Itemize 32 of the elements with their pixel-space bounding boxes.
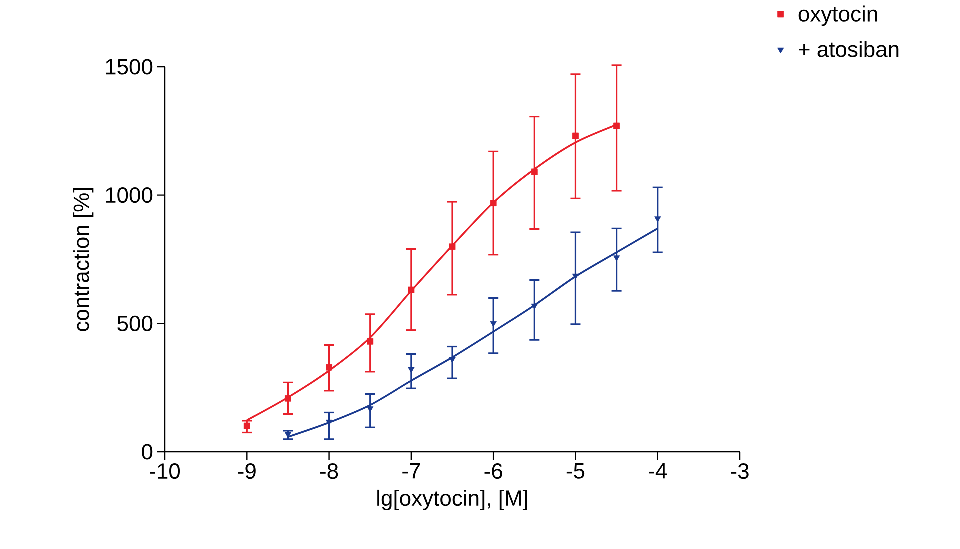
y-axis-title: contraction [%]: [73, 188, 94, 332]
x-tick-label: -5: [566, 464, 585, 479]
point: [326, 364, 332, 371]
y-tick-label: 500: [118, 316, 153, 332]
point: [449, 244, 456, 250]
point: [449, 357, 456, 364]
legend-label: + atosiban: [799, 41, 899, 58]
point: [367, 406, 374, 412]
legend-label: oxytocin: [798, 6, 878, 26]
x-tick-label: -10: [150, 464, 180, 480]
point: [531, 168, 538, 176]
y-tick-label: 1000: [106, 188, 153, 204]
x-tick-label: -8: [320, 464, 338, 480]
x-tick-label: -7: [402, 464, 420, 479]
point: [531, 304, 538, 310]
x-axis-title: lg[oxytocin], [M]: [378, 490, 528, 510]
x-tick-label: -3: [731, 464, 749, 480]
point: [613, 256, 620, 262]
y-tick-label: 0: [142, 444, 153, 460]
point: [614, 122, 620, 130]
x-tick-label: -4: [649, 464, 667, 479]
point: [572, 132, 579, 140]
point: [490, 200, 497, 206]
point: [408, 367, 415, 374]
x-tick-label: -6: [484, 464, 502, 480]
point: [367, 338, 374, 345]
x-tick-label: -9: [238, 464, 256, 480]
y-tick-label: 1500: [106, 59, 153, 75]
point: [654, 216, 662, 222]
point: [408, 286, 415, 294]
point: [490, 321, 497, 328]
point: [285, 395, 292, 402]
